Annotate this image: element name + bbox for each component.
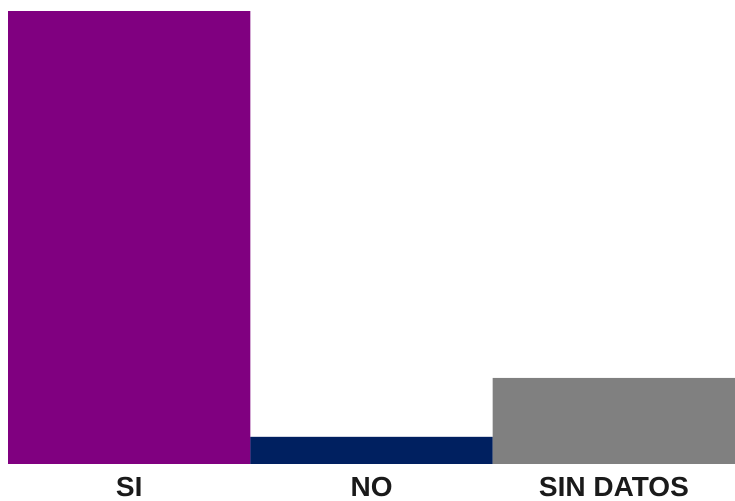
bars-group: [8, 11, 735, 464]
tick-label-sin-datos: SIN DATOS: [539, 471, 689, 501]
bar-si: [8, 11, 251, 464]
bar-sin-datos: [492, 377, 735, 464]
tick-label-si: SI: [116, 471, 142, 501]
tick-label-no: NO: [351, 471, 393, 501]
category-labels: SI NO SIN DATOS: [116, 471, 689, 501]
bar-no: [250, 436, 493, 464]
